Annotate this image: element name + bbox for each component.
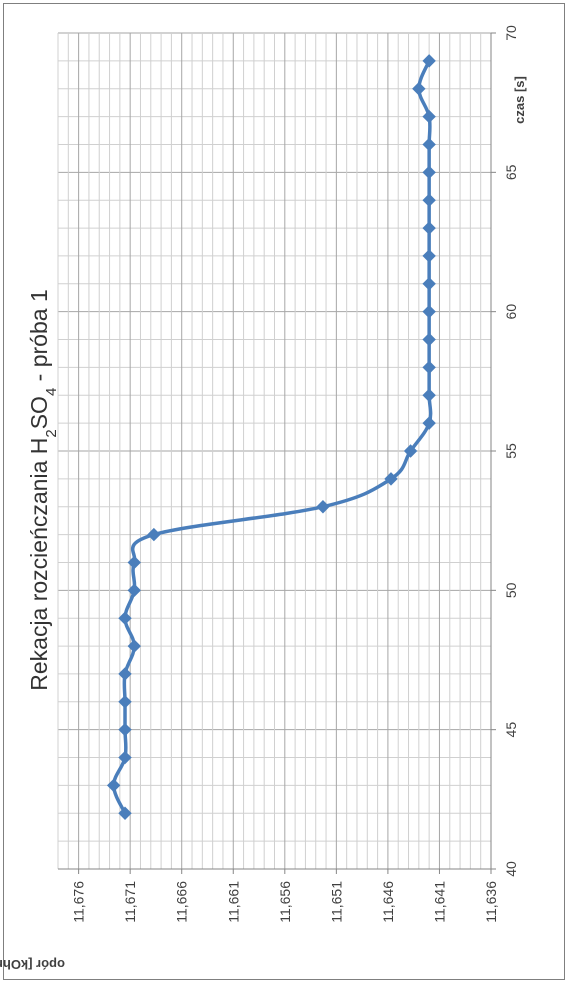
time-axis-ticks: 40 45 50 55 60 65 70 (491, 25, 519, 877)
x-axis-title: czas [s] (512, 76, 527, 124)
data-point-marker (118, 695, 132, 709)
data-point-marker (422, 304, 436, 319)
y-axis-title: opór [kOhm] (0, 957, 65, 972)
time-tick-label: 70 (503, 25, 519, 41)
resistance-tick-label: 11,651 (328, 881, 344, 923)
data-point-marker (422, 416, 436, 430)
data-point-marker (127, 639, 141, 653)
data-point-marker (422, 332, 436, 347)
resistance-tick-label: 11,641 (431, 881, 447, 923)
time-tick-label: 60 (503, 304, 519, 320)
data-point-marker (118, 750, 132, 765)
data-point-marker (147, 527, 161, 542)
resistance-tick-label: 11,671 (122, 881, 138, 923)
data-point-marker (422, 221, 436, 235)
data-point-marker (106, 778, 121, 793)
data-point-marker (316, 500, 330, 514)
title-subscript-4: 4 (43, 388, 60, 396)
resistance-tick-label: 11,676 (71, 881, 87, 923)
chart-frame (3, 3, 565, 980)
data-point-marker (118, 667, 132, 681)
resistance-tick-label: 11,661 (225, 881, 241, 923)
resistance-tick-label: 11,646 (380, 881, 396, 923)
plot-grid (57, 32, 492, 870)
title-subscript-2: 2 (43, 429, 60, 437)
data-point-marker (422, 54, 436, 68)
chart-title: Rekacja rozcieńczania H2SO4 - próba 1 (26, 289, 60, 691)
time-tick-label: 45 (503, 722, 519, 738)
data-point-marker (422, 165, 436, 180)
data-point-marker (422, 109, 436, 124)
time-tick-label: 65 (503, 164, 519, 180)
resistance-tick-label: 11,656 (277, 881, 293, 923)
time-tick-label: 55 (503, 443, 519, 459)
data-point-marker (422, 137, 436, 152)
data-point-marker (422, 277, 436, 291)
data-point-marker (403, 444, 418, 458)
data-point-marker (118, 722, 132, 737)
series-markers (106, 54, 436, 820)
data-point-marker (127, 555, 141, 570)
data-point-marker (422, 360, 436, 375)
resistance-axis-ticks: 11,676 11,671 11,666 11,661 11,656 11,651 11,6… (71, 869, 499, 923)
data-point-marker (127, 583, 141, 598)
data-point-marker (422, 193, 436, 207)
data-point-marker (384, 472, 398, 486)
data-point-marker (118, 806, 132, 820)
resistance-tick-label: 11,636 (483, 881, 499, 923)
data-point-marker (422, 249, 436, 263)
time-tick-label: 40 (503, 861, 519, 877)
data-point-marker (118, 611, 132, 625)
time-tick-label: 50 (503, 582, 519, 598)
data-point-marker (422, 388, 436, 402)
resistance-tick-label: 11,666 (174, 881, 190, 923)
data-point-marker (412, 82, 426, 96)
